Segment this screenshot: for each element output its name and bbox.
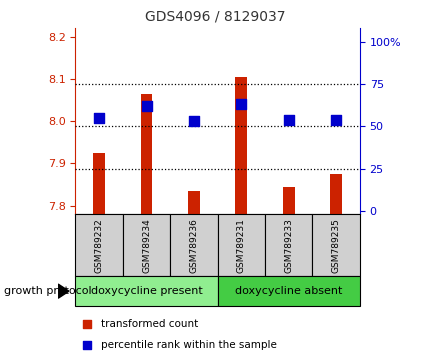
Bar [312, 214, 359, 276]
Text: growth protocol: growth protocol [4, 286, 92, 296]
Bar [282, 187, 294, 214]
Text: doxycycline present: doxycycline present [90, 286, 202, 296]
Point [143, 103, 150, 109]
Text: GSM789236: GSM789236 [189, 218, 198, 273]
Text: GDS4096 / 8129037: GDS4096 / 8129037 [145, 10, 285, 24]
Polygon shape [58, 284, 69, 298]
Text: transformed count: transformed count [101, 319, 198, 329]
Point [95, 115, 102, 121]
Bar [235, 77, 247, 214]
Text: GSM789235: GSM789235 [331, 218, 340, 273]
Bar [187, 191, 200, 214]
Bar [75, 214, 123, 276]
Bar [123, 214, 170, 276]
Bar [329, 174, 341, 214]
Bar [93, 153, 105, 214]
Bar [217, 214, 264, 276]
Point [237, 102, 244, 107]
Point [83, 321, 90, 327]
Bar [75, 276, 217, 306]
Point [83, 342, 90, 348]
Text: GSM789231: GSM789231 [237, 218, 245, 273]
Text: percentile rank within the sample: percentile rank within the sample [101, 340, 276, 350]
Text: doxycycline absent: doxycycline absent [234, 286, 342, 296]
Bar [217, 276, 359, 306]
Text: GSM789233: GSM789233 [284, 218, 292, 273]
Text: GSM789234: GSM789234 [142, 218, 150, 273]
Point [332, 117, 339, 122]
Point [190, 118, 197, 124]
Bar [140, 94, 152, 214]
Bar [264, 214, 312, 276]
Point [285, 117, 292, 122]
Bar [170, 214, 217, 276]
Text: GSM789232: GSM789232 [95, 218, 103, 273]
